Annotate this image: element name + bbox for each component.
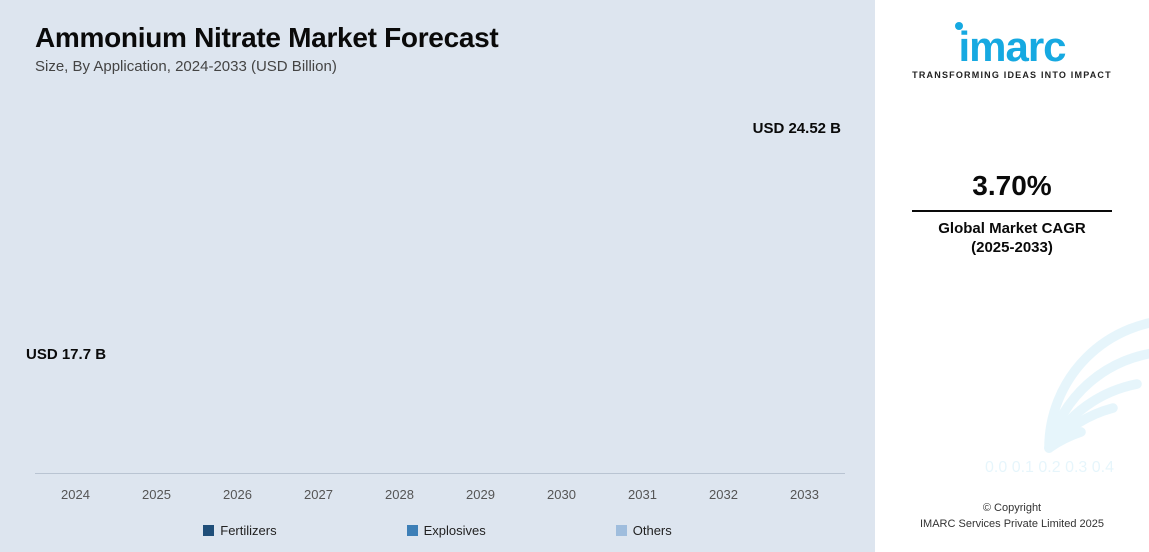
legend-item-explosives: Explosives: [407, 523, 486, 538]
x-tick: 2031: [602, 487, 683, 502]
x-tick: 2024: [35, 487, 116, 502]
logo-dot-icon: [955, 22, 963, 30]
x-tick: 2032: [683, 487, 764, 502]
x-tick: 2030: [521, 487, 602, 502]
cagr-block: 3.70% Global Market CAGR (2025-2033): [912, 170, 1112, 256]
bars-container: [35, 110, 845, 472]
bar-column: [521, 110, 602, 472]
x-tick: 2033: [764, 487, 845, 502]
bar-column: [197, 110, 278, 472]
cagr-range: (2025-2033): [912, 239, 1112, 256]
legend-label: Explosives: [424, 523, 486, 538]
logo-text: imarc: [912, 28, 1112, 66]
cagr-divider: [912, 210, 1112, 212]
copyright-line2: IMARC Services Private Limited 2025: [875, 517, 1149, 532]
legend-item-fertilizers: Fertilizers: [203, 523, 276, 538]
cagr-label: Global Market CAGR: [912, 220, 1112, 237]
x-tick: 2028: [359, 487, 440, 502]
legend-label: Fertilizers: [220, 523, 276, 538]
svg-text:0.0 0.1 0.2 0.3 0.4: 0.0 0.1 0.2 0.3 0.4: [985, 459, 1114, 476]
root: Ammonium Nitrate Market Forecast Size, B…: [0, 0, 1149, 552]
bar-column: [764, 110, 845, 472]
x-tick: 2025: [116, 487, 197, 502]
legend-swatch-icon: [203, 525, 214, 536]
bar-column: [35, 110, 116, 472]
bar-column: [116, 110, 197, 472]
legend-swatch-icon: [616, 525, 627, 536]
x-tick: 2026: [197, 487, 278, 502]
bar-column: [683, 110, 764, 472]
legend: Fertilizers Explosives Others: [0, 523, 875, 538]
chart-subtitle: Size, By Application, 2024-2033 (USD Bil…: [35, 58, 845, 75]
chart-panel: Ammonium Nitrate Market Forecast Size, B…: [0, 0, 875, 552]
chart-title: Ammonium Nitrate Market Forecast: [35, 22, 845, 54]
logo: imarc TRANSFORMING IDEAS INTO IMPACT: [912, 28, 1112, 80]
side-panel: imarc TRANSFORMING IDEAS INTO IMPACT 3.7…: [875, 0, 1149, 552]
copyright-line1: © Copyright: [875, 501, 1149, 516]
plot-area: [35, 110, 845, 472]
legend-item-others: Others: [616, 523, 672, 538]
x-tick: 2027: [278, 487, 359, 502]
bar-column: [359, 110, 440, 472]
cagr-value: 3.70%: [912, 170, 1112, 202]
legend-swatch-icon: [407, 525, 418, 536]
x-tick: 2029: [440, 487, 521, 502]
copyright: © Copyright IMARC Services Private Limit…: [875, 501, 1149, 532]
logo-tagline: TRANSFORMING IDEAS INTO IMPACT: [912, 70, 1112, 80]
x-axis: 2024202520262027202820292030203120322033: [35, 487, 845, 502]
bar-column: [602, 110, 683, 472]
bar-column: [440, 110, 521, 472]
x-axis-line: [35, 473, 845, 474]
bar-column: [278, 110, 359, 472]
legend-label: Others: [633, 523, 672, 538]
